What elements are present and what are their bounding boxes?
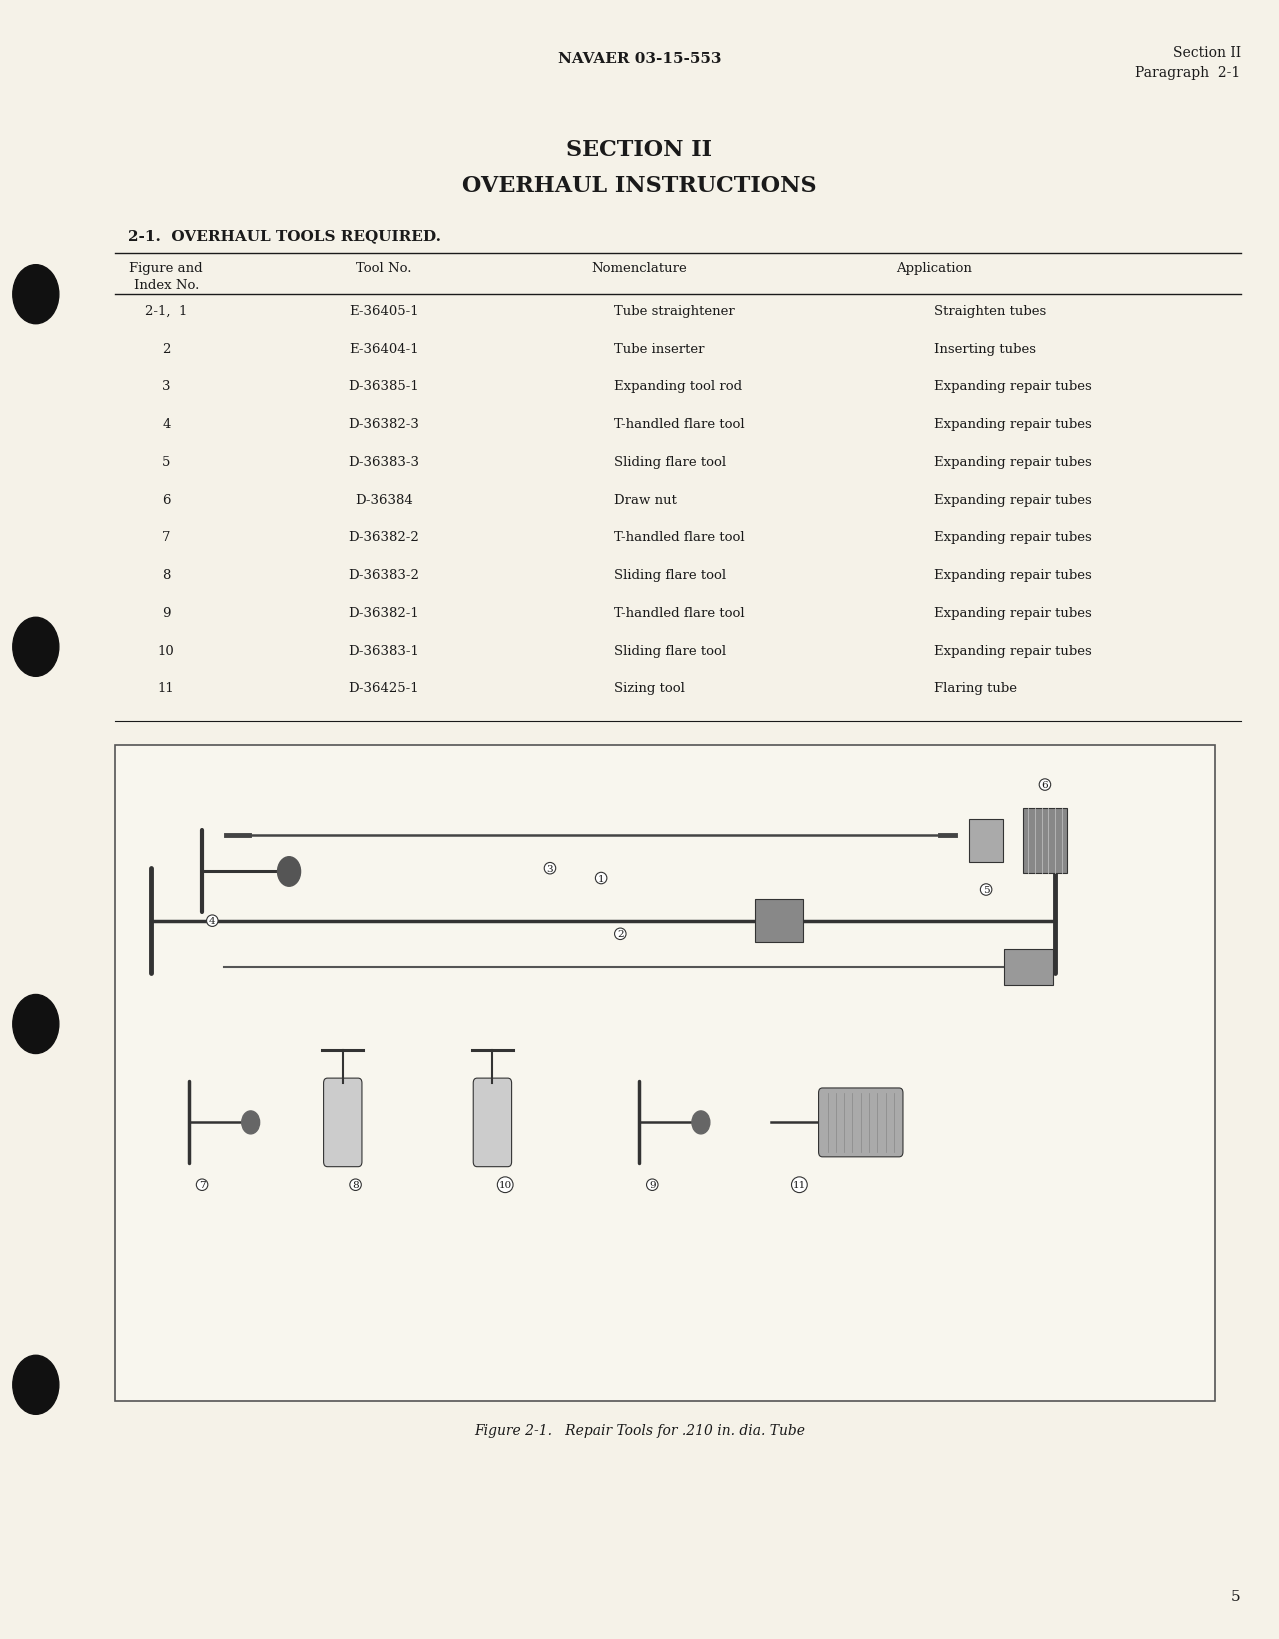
Text: 11: 11 [157,682,175,695]
Text: Draw nut: Draw nut [614,493,677,506]
Text: 7: 7 [198,1180,206,1190]
Text: OVERHAUL INSTRUCTIONS: OVERHAUL INSTRUCTIONS [462,175,817,197]
Text: 10: 10 [499,1180,512,1190]
Text: D-36382-1: D-36382-1 [348,606,420,620]
Text: 7: 7 [162,531,170,544]
Text: 9: 9 [648,1180,656,1190]
Text: Figure and
Index No.: Figure and Index No. [129,262,203,292]
Text: D-36383-3: D-36383-3 [348,456,420,469]
Text: D-36425-1: D-36425-1 [348,682,420,695]
Circle shape [13,618,59,677]
Text: Tube straightener: Tube straightener [614,305,734,318]
Text: D-36382-2: D-36382-2 [348,531,420,544]
Text: Sliding flare tool: Sliding flare tool [614,644,726,657]
FancyBboxPatch shape [115,746,1215,1401]
Text: Nomenclature: Nomenclature [592,262,687,275]
Text: T-handled flare tool: T-handled flare tool [614,418,744,431]
Text: D-36385-1: D-36385-1 [348,380,420,393]
Text: Expanding repair tubes: Expanding repair tubes [934,644,1091,657]
Text: Tube inserter: Tube inserter [614,343,705,356]
Text: Paragraph  2-1: Paragraph 2-1 [1136,66,1241,80]
Text: Section II: Section II [1173,46,1241,61]
Text: Application: Application [895,262,972,275]
Text: 1: 1 [597,874,605,883]
Circle shape [242,1111,260,1134]
FancyBboxPatch shape [1004,949,1053,985]
Text: Expanding repair tubes: Expanding repair tubes [934,456,1091,469]
Text: Expanding repair tubes: Expanding repair tubes [934,418,1091,431]
Text: Tool No.: Tool No. [356,262,412,275]
Text: D-36384: D-36384 [354,493,413,506]
Text: Expanding tool rod: Expanding tool rod [614,380,742,393]
Text: 5: 5 [162,456,170,469]
Text: 2-1,  1: 2-1, 1 [145,305,188,318]
Text: D-36383-1: D-36383-1 [348,644,420,657]
Text: 5: 5 [982,885,990,895]
Text: E-36404-1: E-36404-1 [349,343,418,356]
Text: 6: 6 [162,493,170,506]
Text: Sliding flare tool: Sliding flare tool [614,456,726,469]
FancyBboxPatch shape [473,1078,512,1167]
Text: 9: 9 [162,606,170,620]
Text: 8: 8 [162,569,170,582]
Text: D-36383-2: D-36383-2 [348,569,420,582]
Text: Expanding repair tubes: Expanding repair tubes [934,569,1091,582]
Text: T-handled flare tool: T-handled flare tool [614,531,744,544]
Text: T-handled flare tool: T-handled flare tool [614,606,744,620]
FancyBboxPatch shape [1023,808,1067,874]
Text: Expanding repair tubes: Expanding repair tubes [934,531,1091,544]
Text: Sliding flare tool: Sliding flare tool [614,569,726,582]
Text: 3: 3 [546,864,554,874]
Text: Inserting tubes: Inserting tubes [934,343,1036,356]
Text: 2-1.  OVERHAUL TOOLS REQUIRED.: 2-1. OVERHAUL TOOLS REQUIRED. [128,229,441,244]
Text: 11: 11 [793,1180,806,1190]
Circle shape [278,857,301,887]
Circle shape [692,1111,710,1134]
Circle shape [13,1355,59,1414]
Text: 4: 4 [162,418,170,431]
Circle shape [13,266,59,325]
Text: D-36382-3: D-36382-3 [348,418,420,431]
Text: 6: 6 [1041,780,1049,790]
Text: Expanding repair tubes: Expanding repair tubes [934,606,1091,620]
Text: Flaring tube: Flaring tube [934,682,1017,695]
Text: 5: 5 [1230,1588,1241,1603]
Text: 8: 8 [352,1180,359,1190]
Text: 4: 4 [208,916,216,926]
Text: Expanding repair tubes: Expanding repair tubes [934,380,1091,393]
Text: Expanding repair tubes: Expanding repair tubes [934,493,1091,506]
Text: 3: 3 [162,380,170,393]
FancyBboxPatch shape [819,1088,903,1157]
Text: 2: 2 [162,343,170,356]
Circle shape [13,995,59,1054]
Text: Straighten tubes: Straighten tubes [934,305,1046,318]
FancyBboxPatch shape [755,900,803,942]
FancyBboxPatch shape [324,1078,362,1167]
Text: Sizing tool: Sizing tool [614,682,684,695]
FancyBboxPatch shape [969,820,1003,862]
Text: 2: 2 [616,929,624,939]
Text: E-36405-1: E-36405-1 [349,305,418,318]
Text: Figure 2-1.   Repair Tools for .210 in. dia. Tube: Figure 2-1. Repair Tools for .210 in. di… [475,1423,804,1437]
Text: SECTION II: SECTION II [567,139,712,161]
Text: 10: 10 [157,644,175,657]
Text: NAVAER 03-15-553: NAVAER 03-15-553 [558,52,721,67]
